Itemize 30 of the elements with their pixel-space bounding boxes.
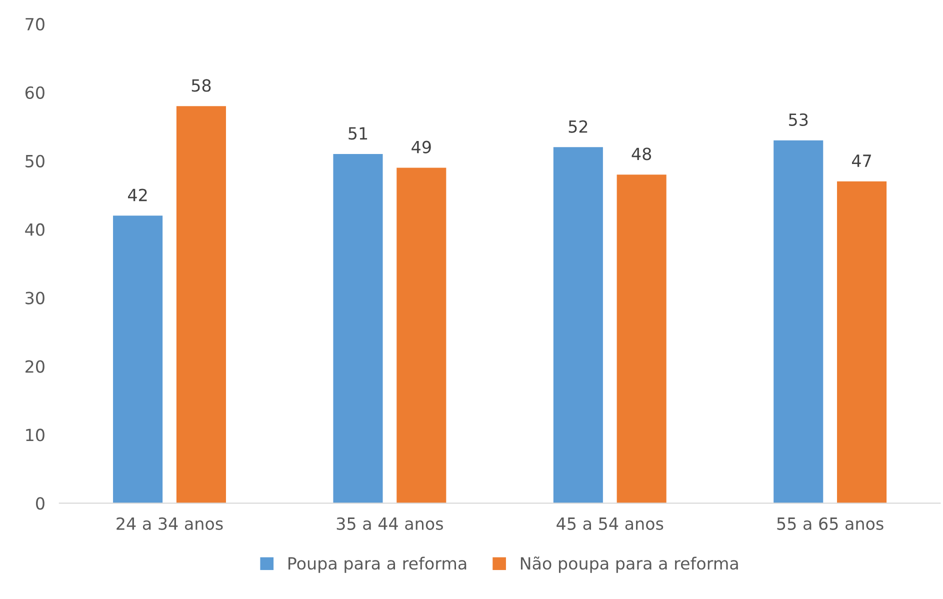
bar xyxy=(113,216,163,504)
y-tick-label: 60 xyxy=(25,86,44,99)
data-label: 49 xyxy=(412,140,431,154)
data-label: 53 xyxy=(789,113,808,126)
y-tick-label: 0 xyxy=(36,497,44,510)
y-tick-label: 10 xyxy=(26,428,44,442)
bar xyxy=(837,181,887,504)
y-tick-label: 70 xyxy=(26,18,44,31)
x-tick-label: 24 a 34 anos xyxy=(116,517,223,530)
data-label: 51 xyxy=(348,127,368,140)
bar xyxy=(333,154,383,504)
data-label: 58 xyxy=(192,79,211,92)
y-tick-label: 20 xyxy=(26,360,44,373)
bar xyxy=(774,140,824,504)
legend-label: Poupa para a reforma xyxy=(288,556,466,573)
bar xyxy=(176,106,226,504)
x-tick-label: 55 a 65 anos xyxy=(777,517,884,530)
data-label: 52 xyxy=(568,120,588,133)
legend-label: Não poupa para a reforma xyxy=(520,556,738,573)
x-tick-label: 35 a 44 anos xyxy=(336,517,443,530)
bar xyxy=(396,168,446,504)
bar xyxy=(616,174,666,504)
bar xyxy=(553,147,603,504)
y-tick-label: 50 xyxy=(26,154,44,168)
data-label: 47 xyxy=(852,154,871,167)
data-label: 48 xyxy=(632,148,652,160)
y-tick-label: 30 xyxy=(26,292,44,304)
y-tick-label: 40 xyxy=(25,223,44,236)
x-tick-label: 45 a 54 anos xyxy=(556,518,664,530)
data-label: 42 xyxy=(128,188,147,202)
